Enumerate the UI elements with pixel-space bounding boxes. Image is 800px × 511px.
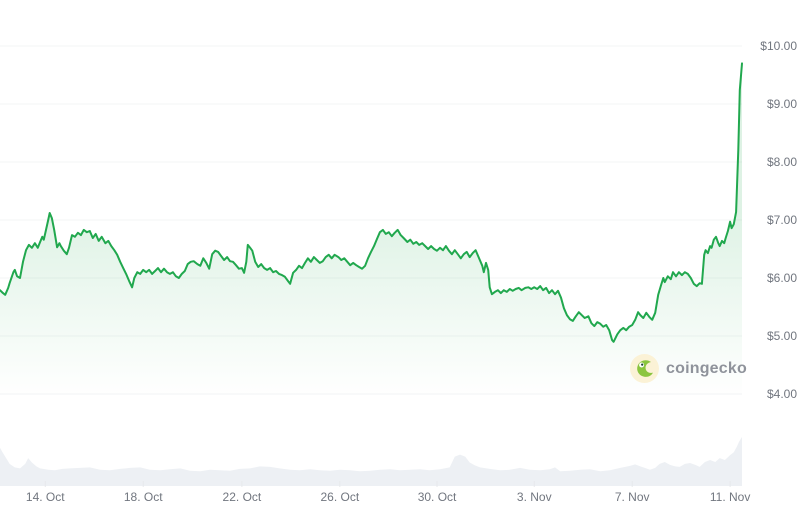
x-axis-label: 22. Oct (222, 490, 262, 504)
coingecko-logo-icon (630, 354, 659, 383)
price-line (0, 62, 743, 343)
coingecko-wordmark: coingecko (666, 359, 747, 377)
x-axis-label: 11. Nov (709, 490, 751, 504)
x-axis-label: 26. Oct (320, 490, 360, 504)
x-axis-label: 18. Oct (123, 490, 163, 504)
x-axis-label: 7. Nov (614, 490, 650, 504)
coingecko-watermark: coingecko (630, 354, 747, 383)
x-axis-label: 14. Oct (25, 490, 65, 504)
y-axis-label: $5.00 (766, 329, 797, 343)
y-axis-label: $9.00 (766, 97, 797, 111)
x-axis-label: 3. Nov (516, 490, 552, 504)
y-axis-label: $4.00 (766, 387, 797, 401)
x-axis-label: 30. Oct (417, 490, 457, 504)
y-axis-label: $7.00 (766, 213, 797, 227)
y-axis-label: $10.00 (760, 39, 797, 53)
volume-area (0, 437, 742, 486)
y-axis-label: $6.00 (766, 271, 797, 285)
y-axis-label: $8.00 (766, 155, 797, 169)
price-area (0, 63, 742, 399)
